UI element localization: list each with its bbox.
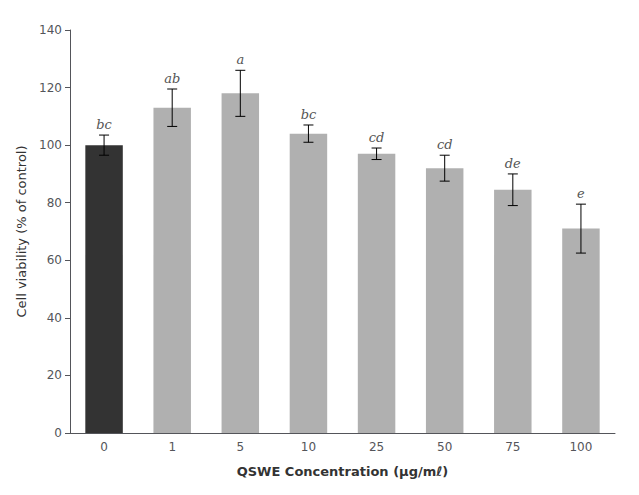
svg-text:bc: bc [96, 117, 112, 132]
svg-text:ab: ab [164, 71, 180, 86]
svg-text:10: 10 [301, 440, 316, 454]
svg-text:1: 1 [168, 440, 176, 454]
svg-text:100: 100 [39, 138, 62, 152]
svg-text:de: de [505, 156, 521, 171]
svg-text:e: e [577, 186, 585, 201]
svg-text:5: 5 [236, 440, 244, 454]
svg-text:Cell viability (% of control): Cell viability (% of control) [14, 145, 29, 317]
svg-text:QSWE Concentration (μg/mℓ): QSWE Concentration (μg/mℓ) [237, 464, 449, 479]
svg-text:50: 50 [437, 440, 452, 454]
svg-text:cd: cd [369, 130, 385, 145]
svg-text:20: 20 [47, 368, 62, 382]
svg-text:bc: bc [301, 107, 317, 122]
svg-text:0: 0 [54, 426, 62, 440]
svg-text:40: 40 [47, 311, 62, 325]
svg-text:80: 80 [47, 196, 62, 210]
svg-text:25: 25 [369, 440, 384, 454]
svg-text:75: 75 [505, 440, 520, 454]
svg-text:140: 140 [39, 23, 62, 37]
svg-text:0: 0 [100, 440, 108, 454]
svg-text:a: a [236, 52, 244, 67]
svg-text:60: 60 [47, 253, 62, 267]
svg-text:cd: cd [437, 137, 453, 152]
svg-text:120: 120 [39, 81, 62, 95]
svg-text:100: 100 [569, 440, 592, 454]
